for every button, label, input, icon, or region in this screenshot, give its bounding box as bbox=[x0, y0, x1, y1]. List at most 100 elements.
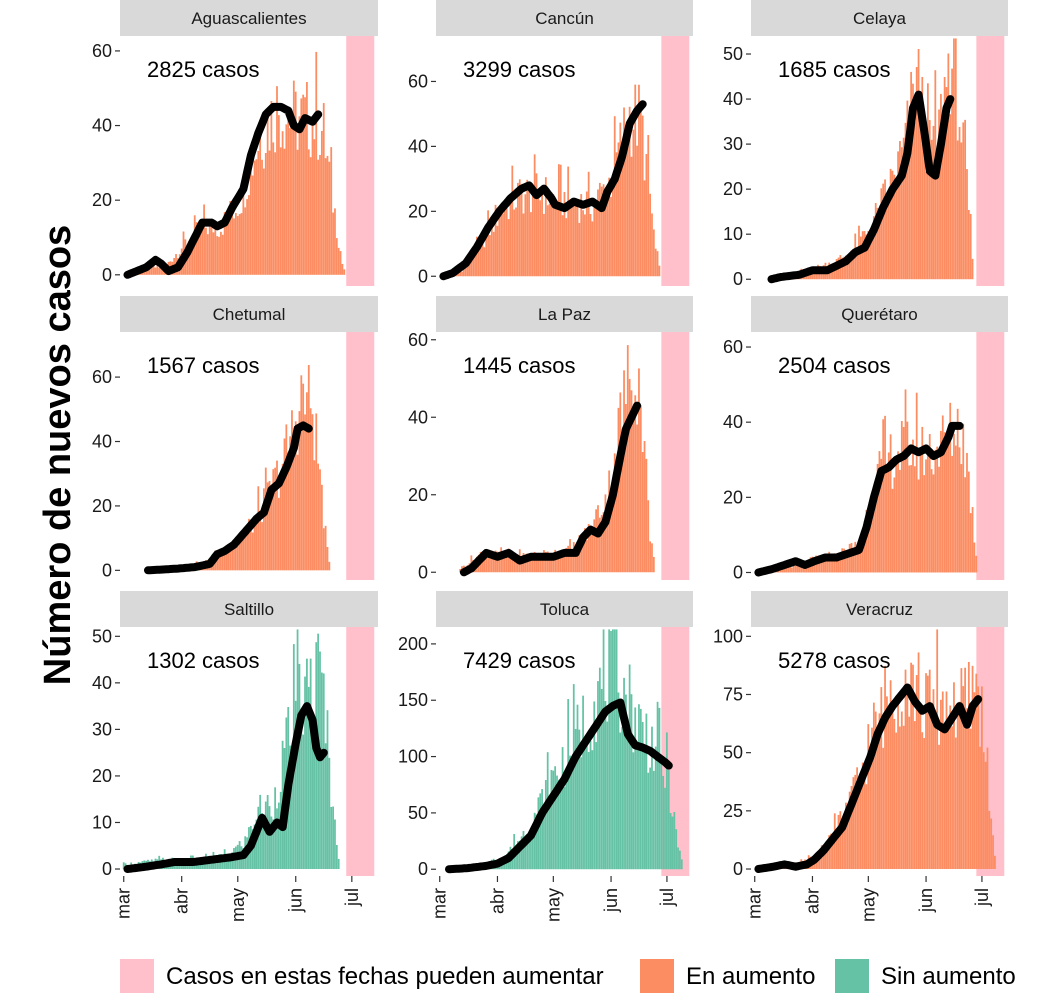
bar bbox=[309, 408, 312, 571]
bar bbox=[561, 215, 564, 277]
bar bbox=[541, 557, 543, 573]
bar bbox=[643, 441, 646, 573]
bar bbox=[533, 551, 536, 573]
bar bbox=[332, 212, 334, 275]
bar bbox=[304, 97, 306, 275]
y-tick-label: 20 bbox=[723, 487, 743, 507]
bar bbox=[912, 83, 914, 280]
legend-swatch bbox=[835, 959, 869, 993]
bar bbox=[913, 122, 916, 280]
bar bbox=[902, 137, 905, 280]
bar bbox=[266, 482, 269, 571]
bar bbox=[623, 677, 625, 870]
trend-line bbox=[754, 421, 964, 577]
panel-celaya: Celaya 0 10 20 30 40 50 1685 casos bbox=[723, 0, 1008, 289]
bar bbox=[221, 552, 224, 571]
bar bbox=[956, 408, 959, 573]
bar bbox=[886, 193, 888, 280]
bar bbox=[515, 559, 517, 573]
bar bbox=[835, 831, 838, 870]
bar bbox=[880, 458, 883, 573]
bar bbox=[813, 270, 816, 280]
bar bbox=[227, 219, 230, 275]
bar bbox=[249, 158, 252, 275]
bar bbox=[487, 210, 489, 277]
bar bbox=[274, 467, 277, 571]
y-tick-label: 10 bbox=[723, 224, 743, 244]
bar bbox=[878, 713, 881, 870]
bar bbox=[645, 458, 648, 573]
bar bbox=[863, 762, 866, 870]
bar bbox=[591, 221, 594, 277]
bar bbox=[887, 452, 890, 573]
y-tick-label: 40 bbox=[723, 412, 743, 432]
bar bbox=[464, 263, 467, 277]
bar bbox=[611, 629, 614, 870]
bar bbox=[667, 770, 670, 870]
y-tick-label: 60 bbox=[92, 367, 112, 387]
bar bbox=[270, 816, 273, 870]
bar bbox=[992, 835, 994, 870]
bar bbox=[608, 629, 611, 870]
bar bbox=[925, 171, 927, 280]
x-tick-label: mar bbox=[430, 888, 450, 919]
bar bbox=[891, 488, 894, 573]
bar bbox=[876, 463, 879, 573]
bar bbox=[544, 551, 547, 573]
bar bbox=[811, 271, 814, 280]
bar bbox=[268, 806, 271, 870]
bar bbox=[259, 137, 262, 275]
x-tick-label: abr bbox=[487, 888, 507, 914]
bar bbox=[320, 672, 323, 870]
bar bbox=[863, 231, 866, 280]
y-tick-label: 50 bbox=[723, 44, 743, 64]
bar bbox=[528, 834, 530, 870]
bar bbox=[638, 368, 640, 573]
bar bbox=[306, 81, 308, 275]
recent-dates-band bbox=[661, 627, 690, 876]
bar bbox=[530, 834, 532, 870]
bar bbox=[884, 179, 886, 280]
bar bbox=[800, 563, 803, 573]
bar bbox=[249, 520, 252, 571]
bar bbox=[826, 555, 829, 573]
bar bbox=[865, 784, 868, 870]
bar bbox=[662, 775, 665, 870]
bar bbox=[623, 107, 625, 277]
bar bbox=[882, 747, 885, 870]
facet-strip bbox=[436, 591, 693, 627]
bar bbox=[520, 188, 523, 277]
bar bbox=[557, 554, 560, 573]
bar bbox=[574, 728, 577, 870]
bar bbox=[649, 767, 652, 870]
bar bbox=[459, 569, 462, 573]
bar bbox=[652, 556, 655, 573]
bar bbox=[300, 98, 303, 275]
case-count-label: 2825 casos bbox=[147, 57, 260, 82]
bar bbox=[820, 558, 823, 573]
bar bbox=[162, 268, 164, 275]
bar bbox=[261, 813, 263, 870]
bar bbox=[533, 812, 536, 870]
bar bbox=[530, 554, 532, 573]
bar bbox=[969, 213, 972, 280]
bar bbox=[511, 555, 514, 573]
bar bbox=[598, 182, 601, 277]
x-tick-label: jun bbox=[601, 888, 621, 913]
bar bbox=[915, 67, 918, 280]
bar bbox=[317, 463, 320, 571]
bar bbox=[956, 140, 959, 280]
bar bbox=[947, 724, 950, 870]
bar bbox=[291, 121, 293, 275]
bar bbox=[846, 254, 849, 280]
bar bbox=[463, 266, 465, 277]
bar bbox=[643, 747, 646, 870]
bar bbox=[541, 194, 543, 277]
bar bbox=[474, 255, 476, 277]
y-tick-label: 50 bbox=[408, 803, 428, 823]
bar bbox=[921, 426, 924, 573]
bar bbox=[647, 500, 650, 573]
bar bbox=[867, 523, 870, 573]
bar bbox=[255, 159, 258, 275]
bar bbox=[526, 834, 529, 870]
